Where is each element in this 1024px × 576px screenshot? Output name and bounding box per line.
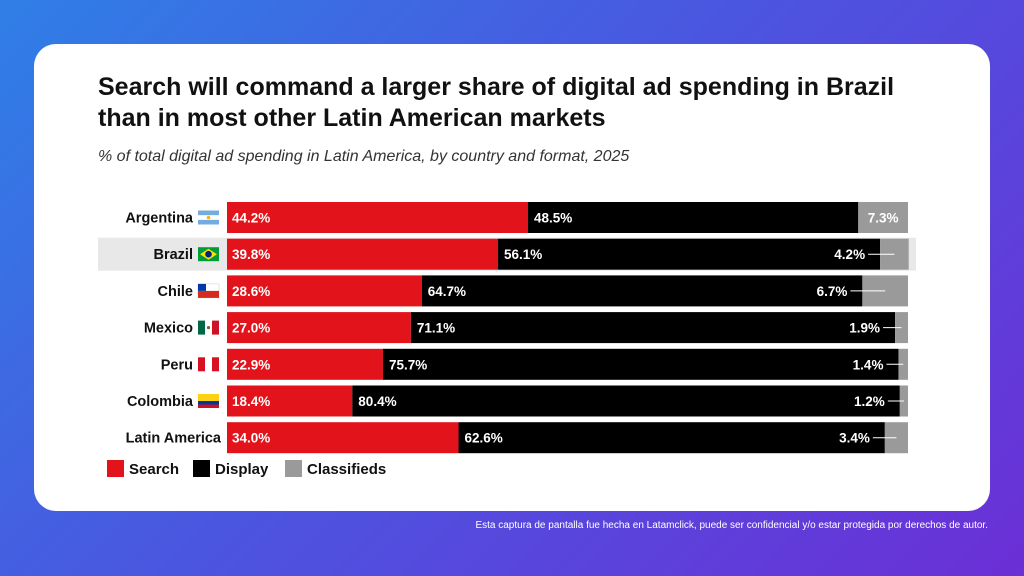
peru-flag xyxy=(198,357,205,372)
bar-display-latin-america xyxy=(458,422,885,454)
legend-label-display: Display xyxy=(215,461,269,478)
data-label-search-mexico: 27.0% xyxy=(232,321,270,336)
legend-swatch-display xyxy=(193,460,210,477)
legend-label-search: Search xyxy=(129,461,179,478)
peru-flag-white xyxy=(205,357,212,372)
bar-display-colombia xyxy=(352,385,900,417)
bar-search-peru xyxy=(227,348,383,380)
bar-search-argentina xyxy=(227,202,529,233)
bar-search-colombia xyxy=(227,385,353,417)
brazil-flag-globe xyxy=(205,250,212,258)
data-label-search-colombia: 18.4% xyxy=(232,394,270,409)
data-label-search-chile: 28.6% xyxy=(232,284,270,299)
data-label-display-brazil: 56.1% xyxy=(504,247,542,262)
chart-title: Search will command a larger share of di… xyxy=(98,73,895,132)
data-label-display-latin-america: 62.6% xyxy=(465,431,503,446)
bar-search-mexico xyxy=(227,312,411,344)
mexico-flag-red xyxy=(212,320,219,335)
data-label-classifieds-peru: 1.4% xyxy=(853,357,884,372)
mexico-flag xyxy=(198,320,205,335)
data-label-classifieds-latin-america: 3.4% xyxy=(839,431,870,446)
data-label-display-mexico: 71.1% xyxy=(417,321,455,336)
data-label-display-peru: 75.7% xyxy=(389,357,427,372)
chart-card: Search will command a larger share of di… xyxy=(34,44,990,511)
data-label-classifieds-argentina: 7.3% xyxy=(868,211,899,226)
colombia-flag-red xyxy=(198,404,219,408)
colombia-flag-blue xyxy=(198,401,219,405)
category-label-peru: Peru xyxy=(161,357,193,373)
data-label-display-chile: 64.7% xyxy=(428,284,466,299)
mexico-flag-emblem xyxy=(206,326,211,330)
data-label-search-argentina: 44.2% xyxy=(232,211,270,226)
argentina-flag-sun xyxy=(206,215,211,220)
bar-display-chile xyxy=(421,275,863,307)
data-label-classifieds-colombia: 1.2% xyxy=(854,394,885,409)
bar-search-latin-america xyxy=(227,422,459,454)
category-label-argentina: Argentina xyxy=(125,211,194,227)
bar-search-brazil xyxy=(227,238,499,270)
category-label-mexico: Mexico xyxy=(144,321,193,337)
category-label-brazil: Brazil xyxy=(154,247,194,263)
category-label-latin-america: Latin America xyxy=(126,431,222,447)
bar-display-argentina xyxy=(528,202,859,233)
legend-label-classifieds: Classifieds xyxy=(307,461,386,478)
stacked-bar-chart: Argentina 44.2% 48.5% 7.3% Brazil 39.8% 56.1% 4… xyxy=(98,202,916,478)
bar-display-mexico xyxy=(410,312,896,344)
data-label-classifieds-mexico: 1.9% xyxy=(849,321,880,336)
data-label-search-latin-america: 34.0% xyxy=(232,431,270,446)
data-label-display-argentina: 48.5% xyxy=(534,211,572,226)
bar-search-chile xyxy=(227,275,422,307)
chile-flag-red xyxy=(198,290,219,298)
chart-subtitle: % of total digital ad spending in Latin … xyxy=(98,148,630,165)
legend-swatch-classifieds xyxy=(285,460,302,477)
chile-flag-canton xyxy=(198,283,206,291)
data-label-search-peru: 22.9% xyxy=(232,357,270,372)
data-label-classifieds-brazil: 4.2% xyxy=(834,247,865,262)
bar-classifieds-argentina xyxy=(858,202,908,233)
category-label-chile: Chile xyxy=(158,284,193,300)
bar-display-peru xyxy=(382,348,899,380)
data-label-display-colombia: 80.4% xyxy=(358,394,396,409)
bar-classifieds-peru xyxy=(898,348,908,380)
category-label-colombia: Colombia xyxy=(127,394,194,410)
data-label-search-brazil: 39.8% xyxy=(232,247,270,262)
data-label-classifieds-chile: 6.7% xyxy=(817,284,848,299)
peru-flag-red xyxy=(212,357,219,372)
colombia-flag xyxy=(198,394,219,401)
copyright-note: Esta captura de pantalla fue hecha en La… xyxy=(475,520,988,531)
legend-swatch-search xyxy=(107,460,124,477)
bar-display-brazil xyxy=(498,238,881,270)
